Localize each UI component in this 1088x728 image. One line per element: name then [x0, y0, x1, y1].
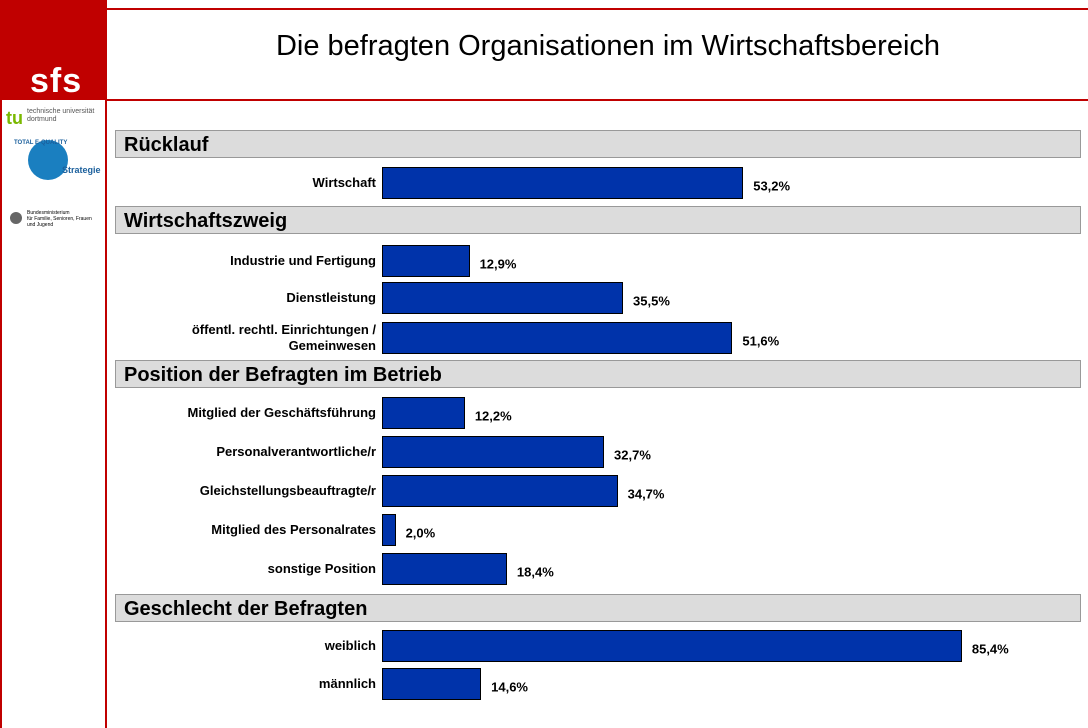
category-label: öffentl. rechtl. Einrichtungen / Gemeinw… — [191, 322, 376, 353]
tu-mark: tu — [6, 108, 23, 128]
value-label: 53,2% — [753, 178, 791, 194]
category-label: Mitglied des Personalrates — [211, 522, 376, 537]
value-label: 12,9% — [479, 256, 517, 272]
logo-text: sfs — [30, 62, 83, 100]
seal-sub: Strategie — [62, 165, 101, 175]
section-header: Geschlecht der Befragten — [115, 594, 1081, 622]
category-label: Personalverantwortliche/r — [216, 444, 376, 459]
value-label: 34,7% — [627, 486, 665, 502]
section-header: Wirtschaftszweig — [115, 206, 1081, 234]
bar — [382, 245, 470, 277]
bar — [382, 167, 744, 199]
bar — [382, 322, 733, 354]
value-label: 85,4% — [971, 641, 1009, 657]
bar — [382, 397, 465, 429]
seal-text: TOTAL E-QUALITY — [14, 140, 68, 146]
page-title: Die befragten Organisationen im Wirtscha… — [275, 30, 941, 62]
value-label: 14,6% — [491, 679, 528, 695]
title-rule — [107, 99, 1088, 101]
category-label: Industrie und Fertigung — [230, 253, 376, 268]
top-rule — [107, 8, 1088, 10]
bar — [382, 436, 605, 468]
left-border — [0, 5, 2, 728]
bar — [382, 668, 482, 700]
category-label: Dienstleistung — [286, 290, 376, 305]
value-label: 12,2% — [474, 408, 512, 424]
bar — [382, 553, 507, 585]
category-label: weiblich — [324, 638, 376, 653]
bar — [382, 514, 396, 546]
ministry-text: Bundesministerium für Familie, Senioren,… — [27, 210, 92, 228]
tu-text: technische universität dortmund — [27, 108, 95, 123]
category-label: männlich — [318, 676, 376, 691]
section-header: Position der Befragten im Betrieb — [115, 360, 1081, 388]
section-header: Rücklauf — [115, 130, 1081, 158]
value-label: 2,0% — [405, 525, 436, 541]
category-label: sonstige Position — [267, 561, 376, 576]
bar — [382, 282, 624, 314]
value-label: 32,7% — [614, 447, 651, 463]
value-label: 18,4% — [516, 564, 554, 580]
bar — [382, 475, 618, 507]
seal-icon — [28, 140, 68, 180]
category-label: Mitglied der Geschäftsführung — [187, 405, 376, 420]
divider — [105, 0, 107, 728]
bar — [382, 630, 962, 662]
value-label: 51,6% — [742, 333, 780, 349]
category-label: Wirtschaft — [312, 175, 376, 190]
logo-block — [0, 0, 105, 100]
value-label: 35,5% — [633, 293, 670, 309]
eagle-icon — [10, 212, 22, 224]
category-label: Gleichstellungsbeauftragte/r — [199, 483, 376, 498]
